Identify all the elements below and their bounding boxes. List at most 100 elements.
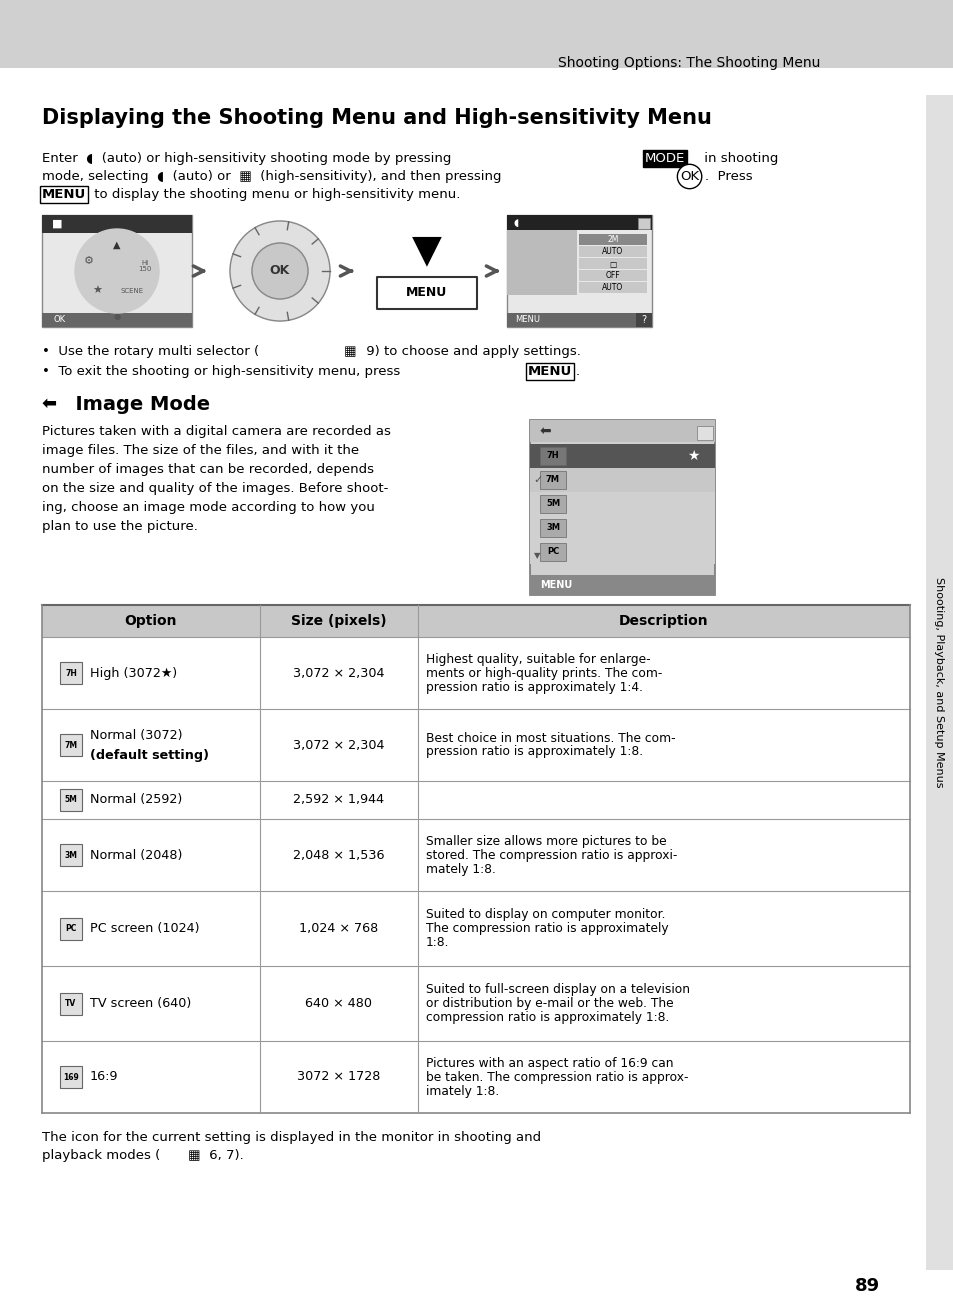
Bar: [578, 234, 646, 244]
Text: 1,024 × 768: 1,024 × 768: [299, 922, 378, 936]
Text: ⬅: ⬅: [42, 396, 57, 413]
Text: ments or high-quality prints. The com-: ments or high-quality prints. The com-: [426, 666, 661, 679]
Text: be taken. The compression ratio is approx-: be taken. The compression ratio is appro…: [426, 1071, 688, 1084]
Text: ■: ■: [52, 219, 63, 229]
Text: OK: OK: [270, 264, 290, 277]
Text: pression ratio is approximately 1:8.: pression ratio is approximately 1:8.: [426, 745, 642, 758]
Bar: [530, 444, 714, 468]
Text: pression ratio is approximately 1:4.: pression ratio is approximately 1:4.: [426, 681, 642, 694]
Bar: [578, 246, 646, 258]
Bar: [530, 420, 714, 595]
Text: AUTO: AUTO: [601, 284, 623, 293]
Text: .  Press: . Press: [704, 170, 752, 183]
Bar: [60, 992, 82, 1014]
Bar: [60, 662, 82, 685]
Text: □: □: [609, 259, 616, 268]
Bar: [42, 313, 192, 327]
Text: 9) to choose and apply settings.: 9) to choose and apply settings.: [361, 346, 580, 357]
Text: Suited to display on computer monitor.: Suited to display on computer monitor.: [426, 908, 665, 921]
Bar: [506, 215, 651, 230]
Text: Best choice in most situations. The com-: Best choice in most situations. The com-: [426, 732, 675, 745]
Text: Size (pixels): Size (pixels): [291, 614, 386, 628]
Text: PC: PC: [546, 548, 558, 557]
Text: ★: ★: [686, 449, 699, 463]
Text: OK: OK: [679, 170, 699, 183]
Text: Highest quality, suitable for enlarge-: Highest quality, suitable for enlarge-: [426, 653, 650, 665]
Text: Normal (3072): Normal (3072): [90, 729, 182, 742]
Text: in shooting: in shooting: [700, 152, 778, 166]
Bar: [539, 495, 565, 512]
Bar: [42, 637, 909, 710]
Bar: [539, 519, 565, 537]
Text: ●: ●: [113, 313, 120, 322]
Bar: [530, 491, 714, 516]
Text: ◖: ◖: [513, 218, 517, 229]
Bar: [42, 710, 909, 781]
Text: ▲: ▲: [113, 240, 121, 250]
Text: •  Use the rotary multi selector (: • Use the rotary multi selector (: [42, 346, 259, 357]
Text: 2M: 2M: [607, 235, 618, 244]
Text: 2,592 × 1,944: 2,592 × 1,944: [294, 794, 384, 807]
Bar: [60, 735, 82, 756]
Text: PC screen (1024): PC screen (1024): [90, 922, 199, 936]
Text: Displaying the Shooting Menu and High-sensitivity Menu: Displaying the Shooting Menu and High-se…: [42, 108, 711, 127]
Text: Smaller size allows more pictures to be: Smaller size allows more pictures to be: [426, 834, 666, 848]
Text: Normal (2592): Normal (2592): [90, 794, 182, 807]
Text: image files. The size of the files, and with it the: image files. The size of the files, and …: [42, 444, 358, 457]
Bar: [925, 95, 953, 1271]
Text: 3M: 3M: [65, 850, 77, 859]
Text: 16:9: 16:9: [90, 1071, 118, 1084]
Text: MENU: MENU: [42, 188, 86, 201]
Text: 7M: 7M: [545, 476, 559, 485]
Text: (default setting): (default setting): [90, 749, 209, 762]
Text: TV: TV: [66, 999, 76, 1008]
Text: Enter  ◖  (auto) or high-sensitivity shooting mode by pressing: Enter ◖ (auto) or high-sensitivity shoot…: [42, 152, 451, 166]
Text: or distribution by e-mail or the web. The: or distribution by e-mail or the web. Th…: [426, 997, 673, 1010]
Bar: [60, 788, 82, 811]
Bar: [539, 470, 565, 489]
Text: 7H: 7H: [546, 452, 558, 460]
Text: plan to use the picture.: plan to use the picture.: [42, 520, 197, 533]
Text: 89: 89: [854, 1277, 879, 1296]
Text: 7H: 7H: [65, 669, 77, 678]
Text: PC: PC: [65, 924, 76, 933]
Text: Pictures with an aspect ratio of 16:9 can: Pictures with an aspect ratio of 16:9 ca…: [426, 1056, 673, 1070]
Text: 3072 × 1728: 3072 × 1728: [297, 1071, 380, 1084]
Text: MENU: MENU: [515, 315, 539, 325]
Text: AUTO: AUTO: [601, 247, 623, 256]
Bar: [578, 269, 646, 281]
Text: The compression ratio is approximately: The compression ratio is approximately: [426, 922, 668, 936]
Text: Image Mode: Image Mode: [62, 396, 210, 414]
Text: number of images that can be recorded, depends: number of images that can be recorded, d…: [42, 463, 374, 476]
Text: 5M: 5M: [65, 795, 77, 804]
Bar: [530, 516, 714, 540]
Bar: [539, 543, 565, 561]
Bar: [42, 891, 909, 966]
Text: MENU: MENU: [406, 286, 447, 300]
Bar: [530, 540, 714, 564]
Text: ⚙: ⚙: [84, 256, 94, 265]
Text: 1:8.: 1:8.: [426, 936, 449, 949]
Text: TV screen (640): TV screen (640): [90, 997, 191, 1010]
Text: OK: OK: [54, 315, 66, 325]
Bar: [42, 215, 192, 233]
Bar: [60, 844, 82, 866]
Text: ✓: ✓: [533, 474, 542, 485]
Bar: [506, 215, 651, 327]
Text: Shooting Options: The Shooting Menu: Shooting Options: The Shooting Menu: [558, 57, 820, 70]
Text: to display the shooting menu or high-sensitivity menu.: to display the shooting menu or high-sen…: [90, 188, 460, 201]
Text: SCENE: SCENE: [120, 288, 143, 294]
Bar: [42, 215, 192, 327]
Circle shape: [230, 221, 330, 321]
Text: 3,072 × 2,304: 3,072 × 2,304: [293, 738, 384, 752]
Text: 6, 7).: 6, 7).: [205, 1148, 244, 1162]
Text: MENU: MENU: [539, 579, 572, 590]
Circle shape: [252, 243, 308, 300]
Text: 3,072 × 2,304: 3,072 × 2,304: [293, 666, 384, 679]
Bar: [42, 781, 909, 819]
Bar: [638, 218, 649, 229]
Text: ?: ?: [640, 315, 646, 325]
Text: ▦: ▦: [188, 1148, 200, 1162]
Bar: [42, 604, 909, 637]
Text: mode, selecting  ◖  (auto) or  ▦  (high-sensitivity), and then pressing: mode, selecting ◖ (auto) or ▦ (high-sens…: [42, 170, 501, 183]
